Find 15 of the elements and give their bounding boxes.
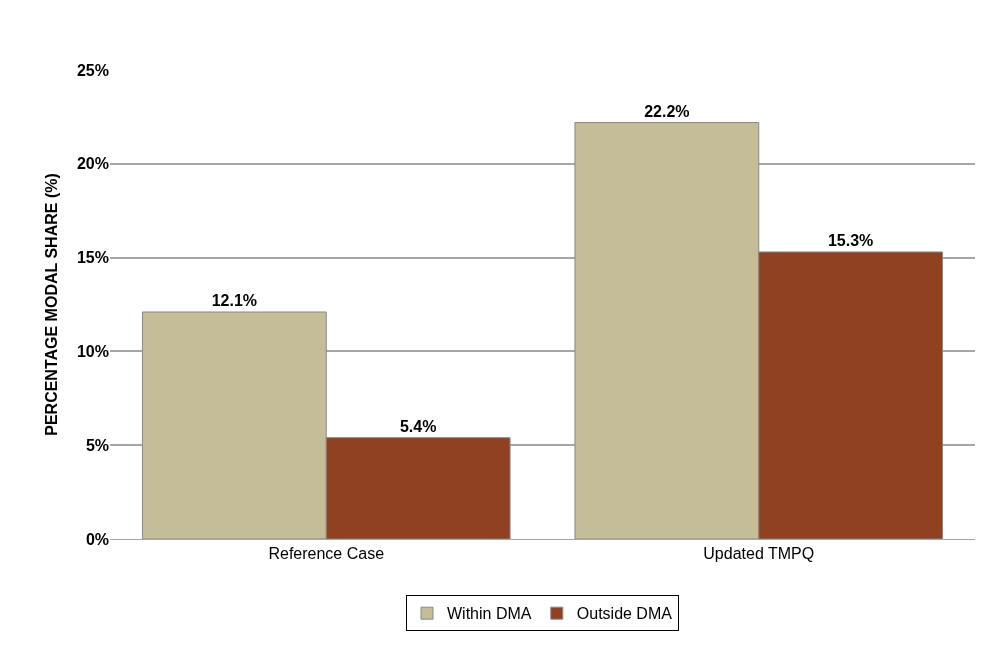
x-tick-label: Reference Case [268, 545, 385, 563]
y-tick-label: 20% [76, 155, 109, 173]
y-tick-label: 10% [76, 343, 109, 360]
legend-label: Within DMA [447, 605, 532, 623]
data-label: 12.1% [211, 292, 258, 309]
legend-label: Outside DMA [576, 605, 673, 623]
data-label: 15.3% [827, 231, 874, 249]
y-axis-title: PERCENTAGE MODAL SHARE (%) [42, 173, 60, 436]
y-tick-label: 0% [85, 530, 109, 548]
y-tick-label: 5% [85, 436, 109, 454]
data-label: 5.4% [399, 417, 437, 435]
y-tick-label: 25% [76, 61, 109, 79]
data-label: 22.2% [644, 102, 690, 120]
y-tick-label: 15% [76, 249, 109, 267]
x-tick-label: Updated TMPQ [703, 545, 815, 563]
